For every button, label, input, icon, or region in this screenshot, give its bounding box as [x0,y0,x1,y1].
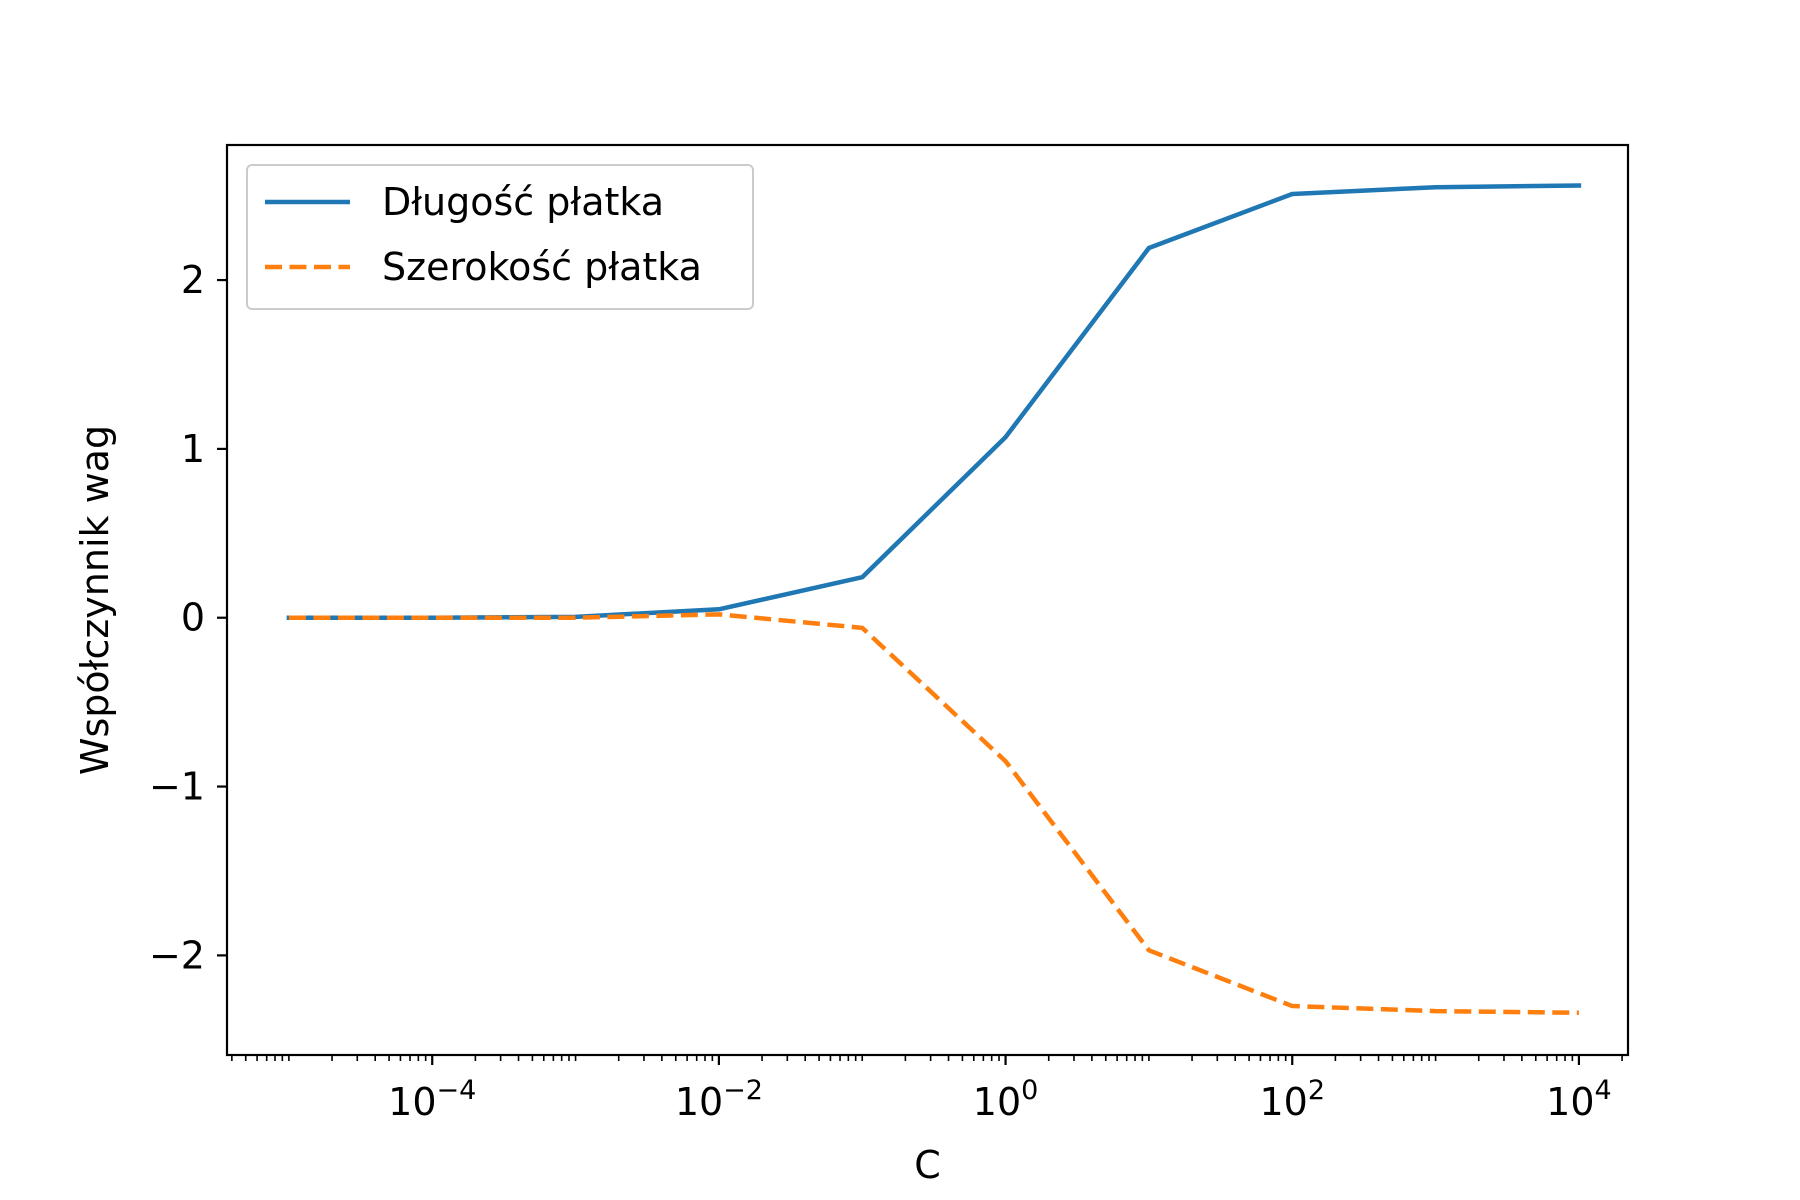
x-tick-label-1: 10−4 [388,1075,476,1124]
x-tick-label-3: 100 [973,1075,1039,1124]
series-line-1 [286,183,1582,620]
y-tick-label-2: 1 [181,427,205,471]
x-tick-label-base: 10 [388,1080,436,1124]
x-tick-label-2: 10−2 [675,1075,763,1124]
legend-label-2: Szerokość płatka [382,245,702,289]
y-axis-label: Współczynnik wag [73,425,117,775]
x-tick-label-exponent: 4 [1595,1075,1612,1106]
legend-label-1: Długość płatka [382,180,664,224]
x-tick-label-base: 10 [973,1080,1021,1124]
series-line-2 [288,612,1579,1016]
x-tick-label-4: 102 [1259,1075,1325,1124]
legend: Długość płatka Szerokość płatka [246,164,754,310]
y-tick-label-4: −1 [149,765,205,809]
y-tick-label-3: 0 [181,596,205,640]
x-tick-label-exponent: −4 [437,1075,477,1106]
axes-frame [225,143,1630,1057]
x-tick-label-base: 10 [1546,1080,1594,1124]
x-tick-label-5: 104 [1546,1075,1612,1124]
x-tick-label-base: 10 [675,1080,723,1124]
plot-area [286,183,1582,1016]
x-tick-label-exponent: 0 [1021,1075,1038,1106]
x-tick-label-exponent: −2 [723,1075,763,1106]
legend-frame [246,164,754,310]
y-tick-label-1: 2 [181,258,205,302]
x-tick-label-exponent: 2 [1308,1075,1325,1106]
x-tick-label-base: 10 [1259,1080,1307,1124]
x-axis-label: C [914,1143,941,1187]
y-tick-label-5: −2 [149,933,205,977]
